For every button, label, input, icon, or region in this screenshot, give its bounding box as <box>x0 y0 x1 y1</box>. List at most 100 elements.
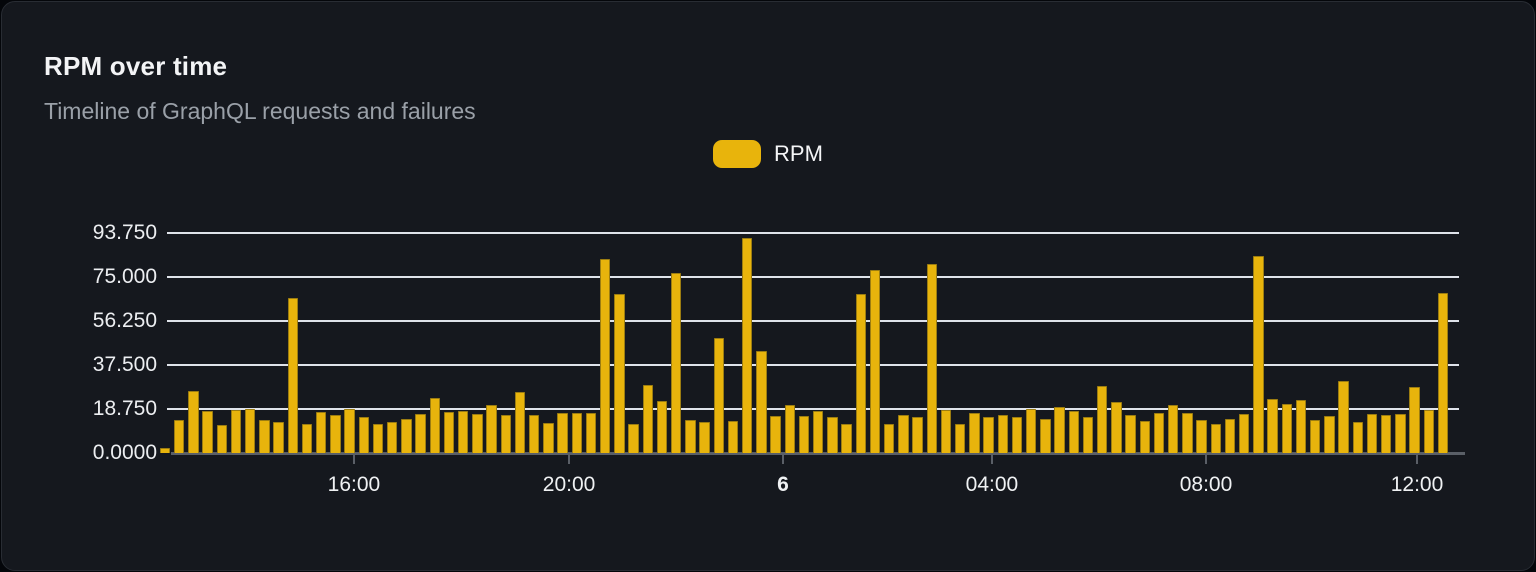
bar[interactable] <box>1025 408 1037 453</box>
bar[interactable] <box>301 424 313 453</box>
bar[interactable] <box>954 424 966 453</box>
bar[interactable] <box>1409 387 1420 453</box>
bar[interactable] <box>1210 424 1222 453</box>
bar[interactable] <box>642 385 654 453</box>
bar[interactable] <box>1338 381 1349 453</box>
bar[interactable] <box>543 422 554 453</box>
bar[interactable] <box>614 294 625 453</box>
legend[interactable]: RPM <box>2 140 1534 168</box>
bar[interactable] <box>1380 415 1392 453</box>
bar[interactable] <box>386 422 398 453</box>
bar[interactable] <box>1139 420 1151 453</box>
bar[interactable] <box>1267 399 1278 453</box>
bar[interactable] <box>1040 418 1051 453</box>
bar[interactable] <box>585 412 597 453</box>
bar[interactable] <box>401 418 412 453</box>
bar[interactable] <box>770 416 781 453</box>
chart-subtitle: Timeline of GraphQL requests and failure… <box>44 98 476 124</box>
bar[interactable] <box>1309 419 1321 453</box>
gridline <box>167 363 1459 366</box>
bar[interactable] <box>883 424 895 453</box>
bar[interactable] <box>1196 419 1207 453</box>
bar[interactable] <box>628 424 639 453</box>
bar[interactable] <box>983 417 994 453</box>
bar[interactable] <box>315 411 327 453</box>
bar[interactable] <box>1324 415 1335 453</box>
bar[interactable] <box>685 419 696 453</box>
bar[interactable] <box>656 400 668 453</box>
bar[interactable] <box>1054 407 1065 453</box>
bar[interactable] <box>713 338 725 453</box>
bar[interactable] <box>244 409 256 453</box>
bar[interactable] <box>1352 422 1364 453</box>
bar[interactable] <box>571 412 583 453</box>
bar[interactable] <box>457 411 469 453</box>
bar[interactable] <box>330 414 341 453</box>
bar[interactable] <box>855 294 867 453</box>
bar[interactable] <box>230 409 242 453</box>
bar[interactable] <box>1011 417 1023 453</box>
bar[interactable] <box>812 410 824 453</box>
bar[interactable] <box>159 448 171 453</box>
bar[interactable] <box>699 421 710 453</box>
bar[interactable] <box>1167 404 1179 453</box>
bar[interactable] <box>1182 413 1193 453</box>
bar[interactable] <box>273 422 284 453</box>
bar[interactable] <box>557 413 568 453</box>
bar[interactable] <box>259 420 270 453</box>
bar[interactable] <box>358 417 370 453</box>
bar[interactable] <box>1253 256 1264 453</box>
bar[interactable] <box>1068 410 1080 453</box>
bar[interactable] <box>173 420 185 453</box>
bar[interactable] <box>1111 402 1122 453</box>
bar[interactable] <box>429 398 441 453</box>
bar[interactable] <box>756 351 767 453</box>
bar[interactable] <box>841 423 852 453</box>
bar[interactable] <box>1082 417 1094 453</box>
bar[interactable] <box>443 411 455 453</box>
x-axis-line <box>171 452 1465 455</box>
bar[interactable] <box>344 408 355 453</box>
bar[interactable] <box>599 259 611 453</box>
bar[interactable] <box>1153 412 1165 453</box>
bar[interactable] <box>1238 413 1250 453</box>
chart-title: RPM over time <box>44 51 228 81</box>
y-axis-tick-label: 37.500 <box>92 352 157 376</box>
bar[interactable] <box>1395 414 1406 453</box>
bar[interactable] <box>202 411 213 453</box>
bar[interactable] <box>372 423 384 453</box>
bar[interactable] <box>798 416 810 453</box>
bar[interactable] <box>1125 415 1136 453</box>
bar[interactable] <box>997 414 1009 453</box>
bar[interactable] <box>500 414 512 453</box>
bar[interactable] <box>528 414 540 453</box>
bar[interactable] <box>869 269 881 453</box>
bar[interactable] <box>827 417 838 453</box>
bar[interactable] <box>1366 413 1378 453</box>
bar[interactable] <box>1295 399 1307 453</box>
bar[interactable] <box>1423 409 1435 453</box>
bar[interactable] <box>486 404 497 453</box>
bar[interactable] <box>1437 292 1449 453</box>
bar[interactable] <box>727 420 739 453</box>
bar[interactable] <box>188 390 199 453</box>
bar[interactable] <box>1224 418 1236 453</box>
bar[interactable] <box>1096 385 1108 453</box>
bar[interactable] <box>912 417 923 453</box>
bar[interactable] <box>1281 403 1293 453</box>
bar[interactable] <box>287 298 299 453</box>
bar[interactable] <box>784 405 796 453</box>
bar[interactable] <box>940 410 952 453</box>
bar[interactable] <box>415 413 426 453</box>
x-axis-tick-label: 20:00 <box>542 473 596 496</box>
gridline <box>167 319 1459 322</box>
bar[interactable] <box>472 414 483 453</box>
bar[interactable] <box>670 272 682 453</box>
bar[interactable] <box>969 412 980 453</box>
y-axis-tick-label: 93.750 <box>92 220 157 244</box>
bar[interactable] <box>514 391 526 453</box>
bar[interactable] <box>926 263 938 453</box>
bar[interactable] <box>898 415 909 453</box>
bar[interactable] <box>741 237 753 453</box>
bar[interactable] <box>216 424 228 453</box>
